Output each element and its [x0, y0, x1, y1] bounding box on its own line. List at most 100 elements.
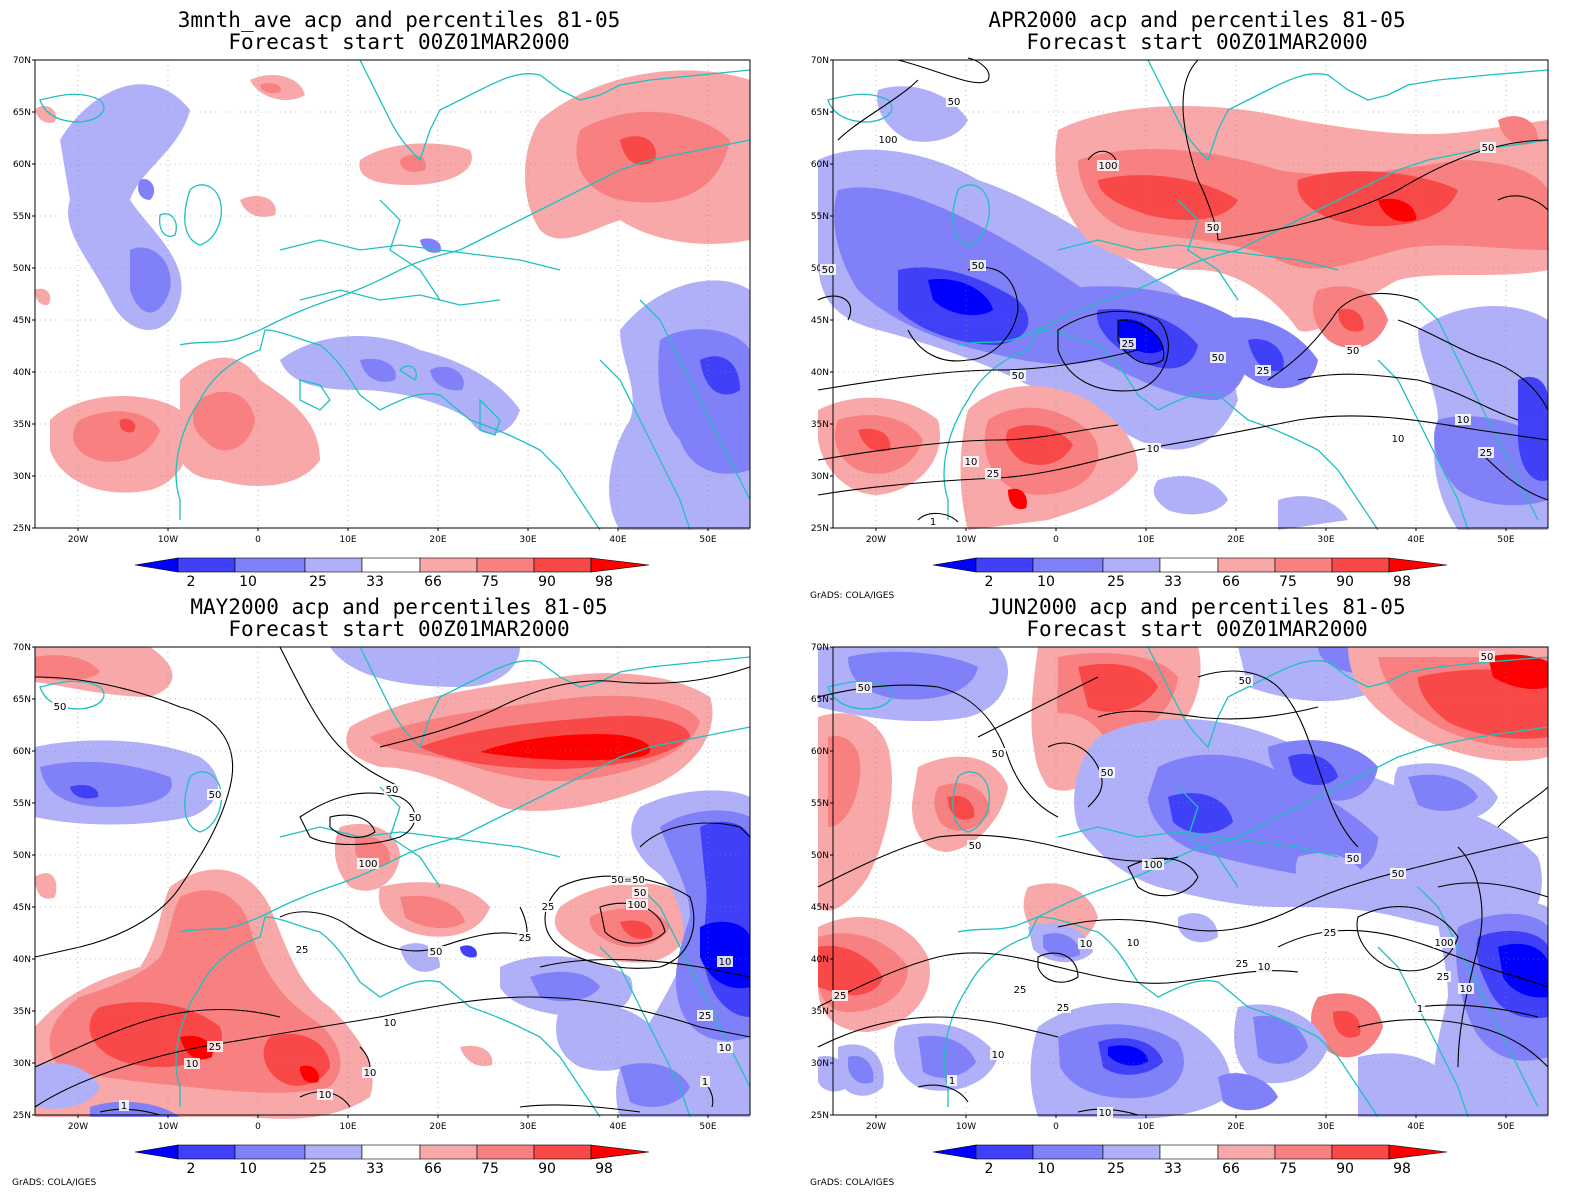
colorbar-label: 98: [1393, 1161, 1411, 1177]
contour-label-bg: [1345, 853, 1361, 864]
contour-label-bg: [1322, 927, 1338, 938]
contour-label-bg: [947, 1075, 957, 1086]
colorbar-label: 90: [1336, 574, 1354, 590]
contour-label: 10: [719, 957, 732, 968]
contour-label: 25: [209, 1042, 222, 1053]
latitude-label: 55N: [811, 799, 829, 809]
colorbar-high-arrow: [590, 557, 650, 573]
grads-credit: GrADS: COLA/IGES: [810, 591, 895, 601]
longitude-label: 20E: [1227, 535, 1244, 545]
contour-label: 10: [965, 457, 978, 468]
colorbar-segment: [1274, 557, 1333, 573]
longitude-label: 40E: [1407, 535, 1424, 545]
colorbar-segment: [361, 1144, 421, 1160]
contour-label: 10: [319, 1090, 332, 1101]
contour-label: 50: [1212, 353, 1225, 364]
contour-label: 50: [1207, 223, 1220, 234]
contour-label-bg: [1479, 651, 1495, 662]
colorbar-segment: [476, 557, 535, 573]
longitude-label: 20E: [429, 1122, 446, 1132]
contour-label-bg: [1433, 937, 1455, 948]
contour-label-bg: [317, 1089, 333, 1100]
contour-label: 10: [364, 1068, 377, 1079]
contour-label: 25: [1257, 366, 1270, 377]
longitude-label: 20E: [1227, 1122, 1244, 1132]
contour-label-bg: [294, 944, 310, 955]
contour-label: 10: [1457, 415, 1470, 426]
colorbar-segment: [1032, 557, 1104, 573]
colorbar-segment: [1159, 1144, 1219, 1160]
colorbar-segment: [1331, 1144, 1390, 1160]
contour-label: 50: [1347, 346, 1360, 357]
contour-label: 50: [1347, 854, 1360, 865]
colorbar-label: 10: [239, 574, 257, 590]
contour-label-bg: [990, 1049, 1006, 1060]
latitude-label: 50N: [811, 851, 829, 861]
colorbar-high-arrow: [1388, 1144, 1448, 1160]
latitude-label: 45N: [13, 316, 31, 326]
colorbar-label: 33: [366, 574, 384, 590]
longitude-label: 20W: [68, 535, 88, 545]
longitude-label: 50E: [699, 1122, 716, 1132]
contour-label-bg: [1234, 958, 1250, 969]
contour-label: 10: [1127, 938, 1140, 949]
latitude-label: 50N: [13, 264, 31, 274]
latitude-label: 25N: [811, 1111, 829, 1121]
contour-label: 50: [634, 888, 647, 899]
contour-label-bg: [820, 264, 836, 275]
colorbar-low-arrow: [932, 557, 977, 573]
contour-label-bg: [928, 516, 938, 527]
panel-title: JUN2000 acp and percentiles 81-05: [988, 595, 1406, 619]
latitude-label: 50N: [13, 851, 31, 861]
colorbar-label: 10: [1037, 574, 1055, 590]
latitude-label: 35N: [13, 420, 31, 430]
percentile-shading: [818, 647, 1548, 1119]
contour-label: 50: [822, 265, 835, 276]
contour-label-bg: [967, 840, 983, 851]
contour-label: 25: [1324, 928, 1337, 939]
latitude-label: 70N: [13, 643, 31, 653]
contour-label: 50: [430, 947, 443, 958]
colorbar-label: 2: [187, 1161, 196, 1177]
longitude-label: 50E: [1497, 1122, 1514, 1132]
latitude-label: 25N: [811, 524, 829, 534]
colorbar: [134, 557, 650, 573]
contour-label-bg: [1120, 338, 1136, 349]
longitude-label: 30E: [519, 1122, 536, 1132]
panel-title: MAY2000 acp and percentiles 81-05: [190, 595, 608, 619]
longitude-label: 50E: [699, 535, 716, 545]
panel-3month-average: 70N 65N 60N 55N 50N 45N 40N 35N 30N 25N 20W 10W 0 10E…: [0, 0, 798, 598]
colorbar-segment: [234, 1144, 306, 1160]
contour-label-bg: [700, 1076, 710, 1087]
colorbar-segment: [1159, 557, 1219, 573]
contour-label-bg: [184, 1058, 200, 1069]
colorbar-label: 75: [1279, 574, 1297, 590]
contour-label: 10: [186, 1059, 199, 1070]
contour-label-bg: [357, 858, 379, 869]
contour-label-bg: [717, 956, 733, 967]
longitude-label: 10E: [339, 535, 356, 545]
contour-label: 25: [542, 902, 555, 913]
contour-label: 25: [519, 933, 532, 944]
graticule: [833, 647, 1548, 1115]
contour-label-bg: [384, 784, 400, 795]
contour-label: 50: [1239, 676, 1252, 687]
contour-label-bg: [1255, 365, 1271, 376]
longitude-label: 40E: [609, 535, 626, 545]
coastlines: [39, 646, 751, 1118]
contour-label: 25: [1437, 972, 1450, 983]
colorbar-label: 66: [1222, 574, 1240, 590]
contour-label: 50: [386, 785, 399, 796]
colorbar-label: 25: [1107, 574, 1125, 590]
contour-label: 25: [699, 1011, 712, 1022]
contour-label-bg: [970, 260, 986, 271]
coastlines: [39, 59, 751, 531]
contour-label-bg: [877, 134, 899, 145]
contour-label-bg: [362, 1067, 378, 1078]
colorbar-label: 75: [1279, 1161, 1297, 1177]
contour-label-bg: [207, 789, 223, 800]
colorbar: [134, 1144, 650, 1160]
percentile-shading: [35, 70, 750, 530]
grads-credit: GrADS: COLA/IGES: [12, 1178, 97, 1188]
colorbar-label: 2: [985, 574, 994, 590]
